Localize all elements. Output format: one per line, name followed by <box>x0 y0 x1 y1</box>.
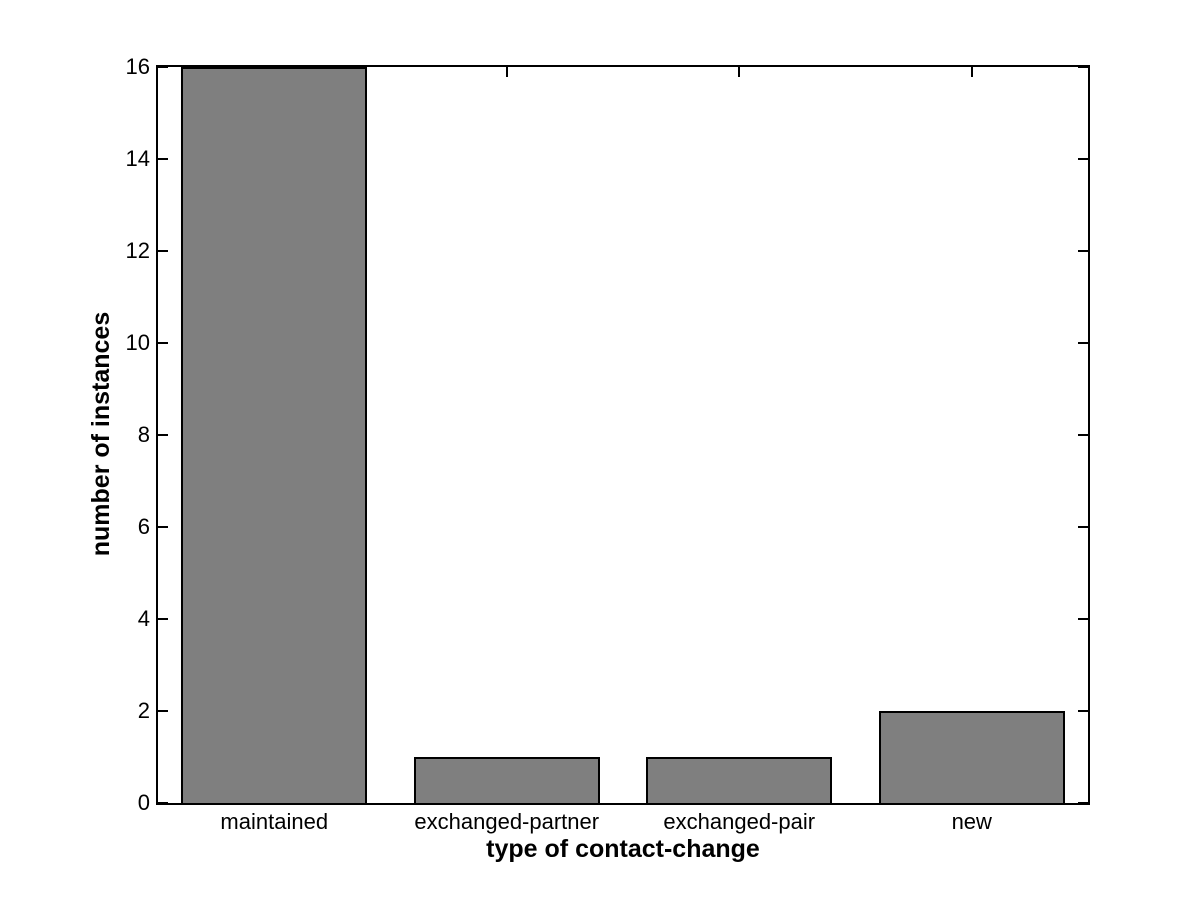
y-axis-tick <box>158 66 168 68</box>
y-axis-tick <box>158 802 168 804</box>
bar-exchanged-partner <box>414 757 600 803</box>
y-axis-tick-mirror <box>1078 526 1088 528</box>
y-tick-label: 0 <box>137 790 150 815</box>
y-tick-label: 4 <box>137 606 150 631</box>
y-axis-tick <box>158 250 168 252</box>
y-tick-label: 2 <box>137 698 150 723</box>
bar-new <box>879 711 1065 803</box>
x-axis-tick-mirror <box>738 67 741 77</box>
y-tick-label: 12 <box>125 238 150 263</box>
x-axis-tick-mirror <box>970 67 973 77</box>
y-axis-tick-mirror <box>1078 618 1088 620</box>
x-tick-label: maintained <box>220 809 329 834</box>
x-axis-label: type of contact-change <box>486 835 760 863</box>
x-tick-label: exchanged-partner <box>414 809 600 834</box>
y-axis-tick-mirror <box>1078 66 1088 68</box>
y-axis-tick <box>158 342 168 344</box>
y-axis-tick-mirror <box>1078 250 1088 252</box>
x-tick-label: exchanged-pair <box>663 809 816 834</box>
y-tick-label: 8 <box>137 422 150 447</box>
y-axis-tick-mirror <box>1078 802 1088 804</box>
y-axis-tick <box>158 158 168 160</box>
y-tick-label: 14 <box>125 146 150 171</box>
bar-maintained <box>181 67 367 803</box>
plot-area <box>156 65 1090 805</box>
y-axis-tick <box>158 526 168 528</box>
y-axis-tick-mirror <box>1078 158 1088 160</box>
y-tick-label: 16 <box>125 54 150 79</box>
y-axis-tick <box>158 710 168 712</box>
y-tick-label: 10 <box>125 330 150 355</box>
x-axis-tick-mirror <box>505 67 508 77</box>
y-axis-tick-mirror <box>1078 434 1088 436</box>
y-tick-label: 6 <box>137 514 150 539</box>
y-axis-tick-mirror <box>1078 710 1088 712</box>
y-axis-tick <box>158 434 168 436</box>
x-tick-label: new <box>951 809 992 834</box>
y-axis-tick-mirror <box>1078 342 1088 344</box>
y-axis-tick <box>158 618 168 620</box>
bar-exchanged-pair <box>646 757 832 803</box>
